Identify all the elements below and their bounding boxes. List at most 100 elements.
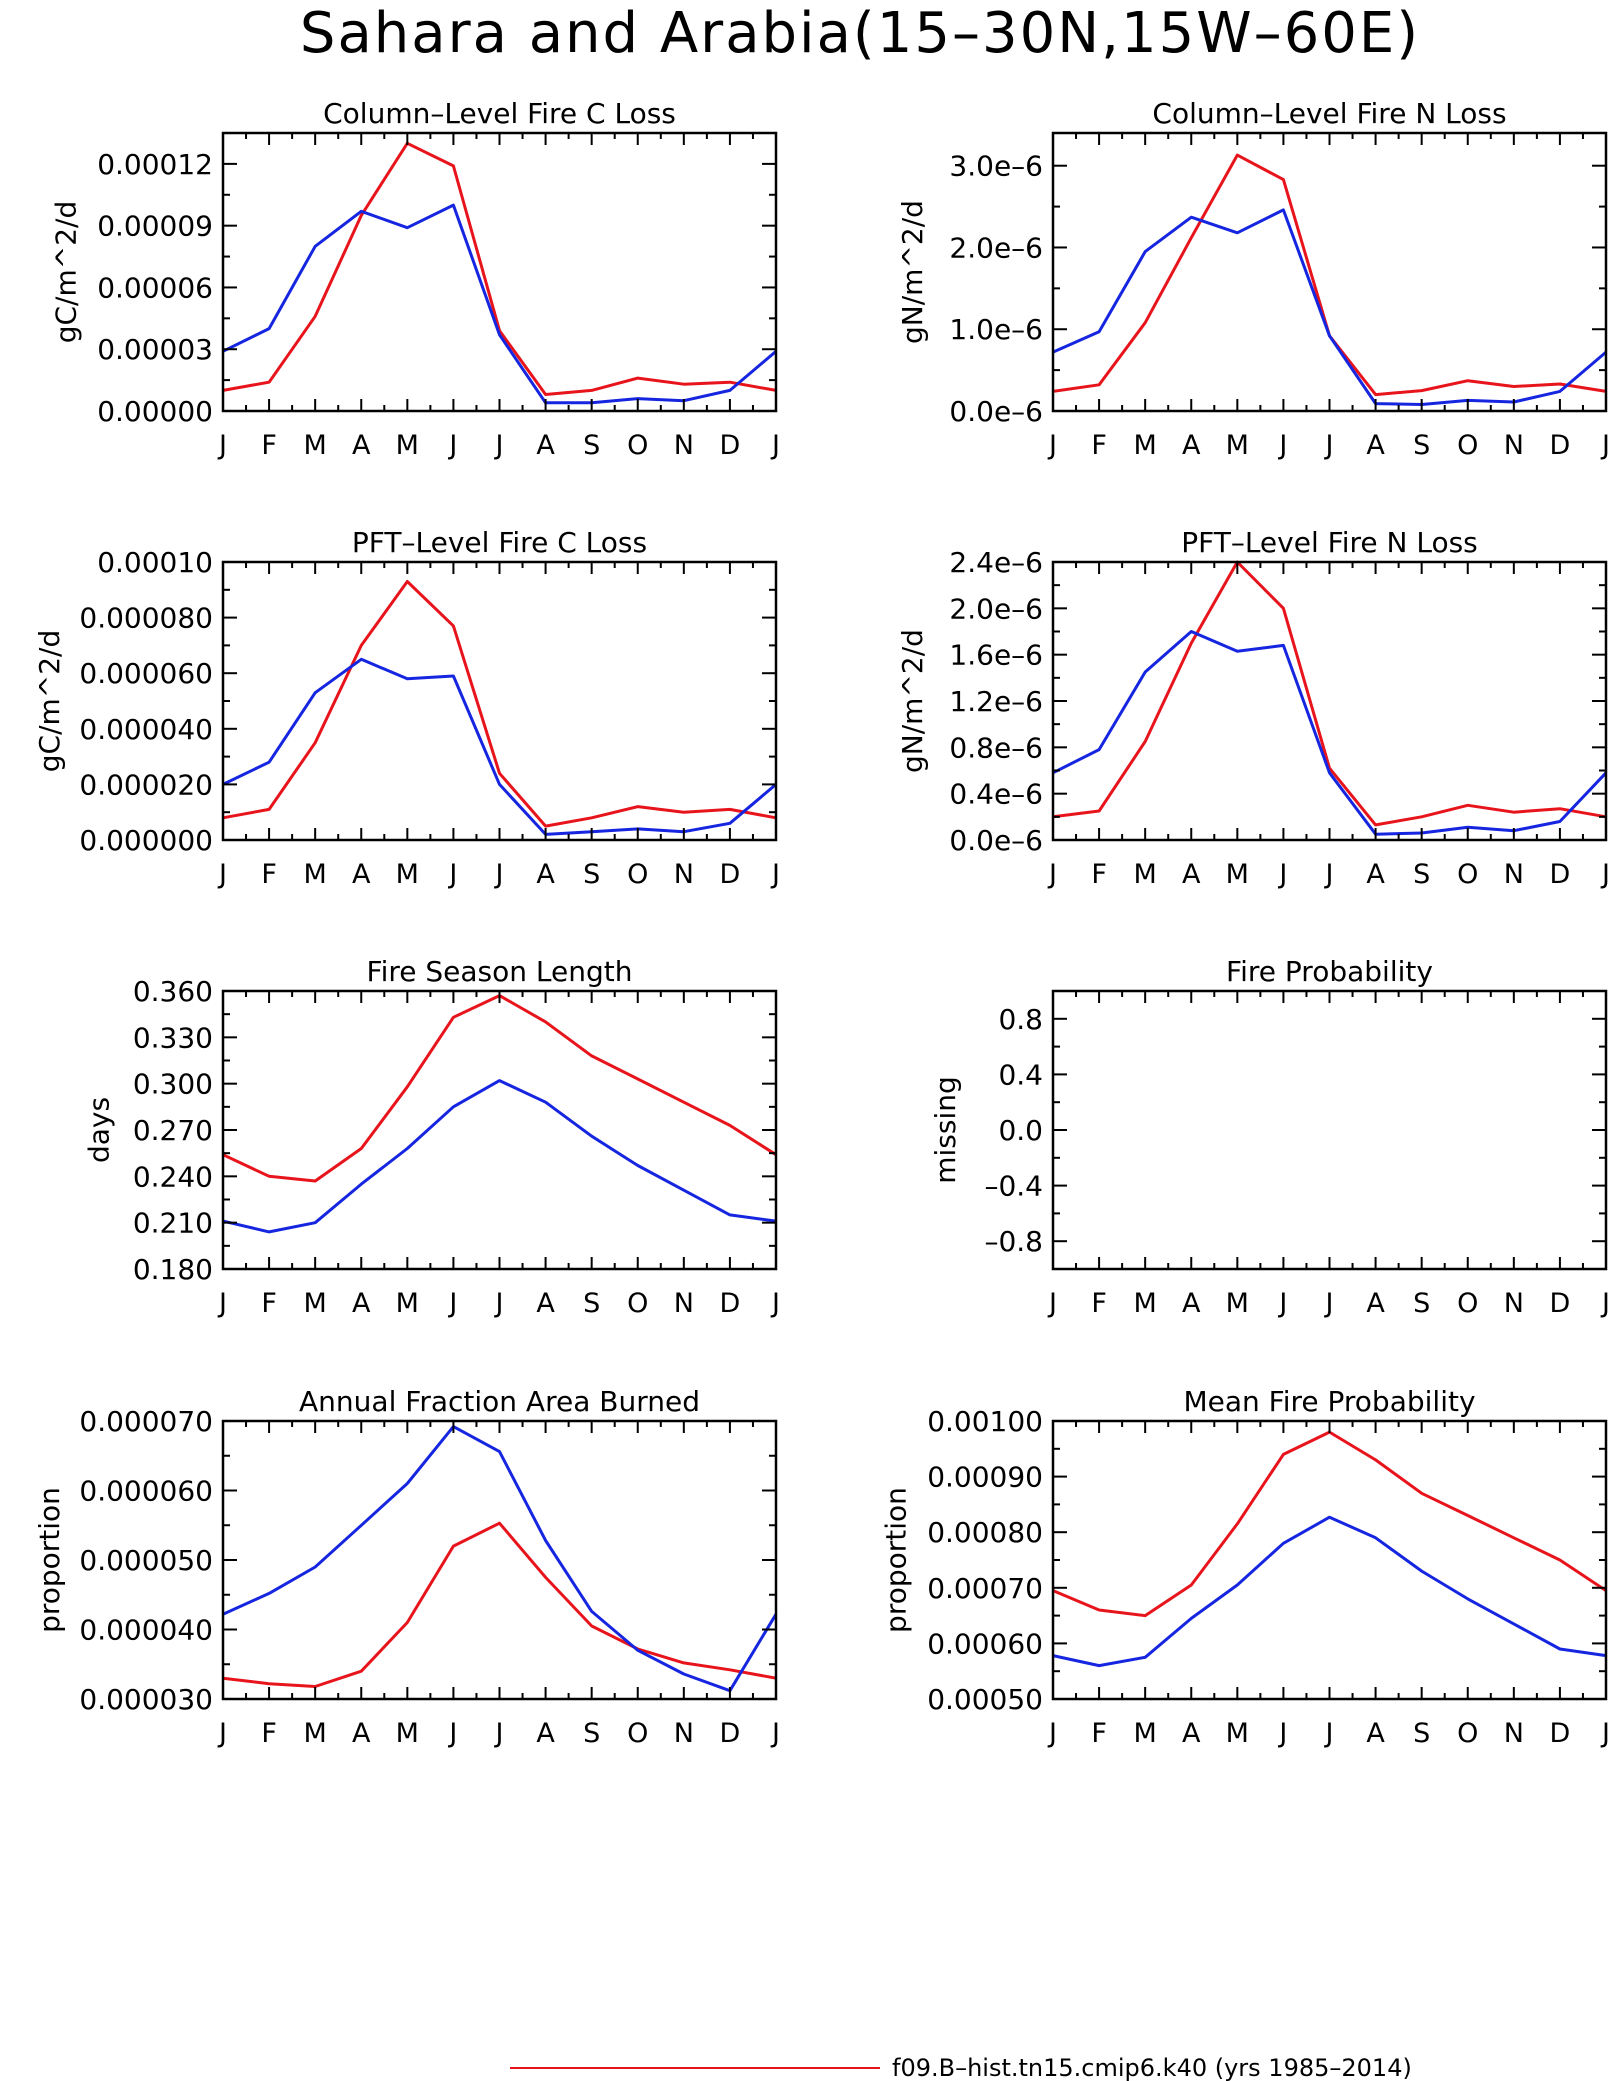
x-tick-label: S: [583, 1288, 600, 1319]
x-tick-label: F: [261, 430, 277, 461]
series-line-2: [1052, 630, 1608, 836]
x-tick-label: J: [1047, 1288, 1057, 1319]
x-tick-label: J: [1277, 1288, 1287, 1319]
y-tick-label: –0.8: [984, 1225, 1043, 1258]
x-tick-label: D: [1550, 1288, 1571, 1319]
y-tick-label: 3.0e–6: [949, 150, 1043, 183]
y-tick-label: 0.270: [133, 1114, 213, 1147]
x-tick-label: J: [1600, 1718, 1610, 1749]
y-tick-label: 0.000070: [79, 1405, 213, 1438]
x-tick-label: O: [1457, 430, 1478, 461]
legend: f09.B–hist.tn15.cmip6.k40 (yrs 1985–2014…: [510, 2054, 1412, 2081]
x-tick-label: D: [720, 1718, 741, 1749]
x-tick-label: F: [261, 859, 277, 890]
y-tick-label: 0.000020: [79, 768, 213, 801]
y-tick-label: 0.000060: [79, 657, 213, 690]
x-tick-label: A: [536, 1288, 555, 1319]
x-tick-label: A: [352, 430, 371, 461]
x-tick-label: S: [1413, 430, 1430, 461]
series-line-1: [1052, 153, 1607, 397]
panel-title: PFT–Level Fire N Loss: [1181, 526, 1478, 559]
x-tick-label: J: [1047, 1718, 1057, 1749]
x-tick-label: M: [304, 430, 327, 461]
series-line-1: [222, 580, 777, 828]
figure-title: Sahara and Arabia(15–30N,15W–60E): [300, 1, 1420, 66]
x-tick-label: J: [1600, 1288, 1610, 1319]
x-tick-label: A: [536, 1718, 555, 1749]
series-line-2: [222, 1079, 777, 1234]
panel-1: J F M A M J J A S O N D J0.000000.000030.000060.0000…: [50, 97, 780, 461]
x-tick-label: D: [720, 1288, 741, 1319]
x-tick-label: A: [1182, 859, 1201, 890]
x-tick-label: A: [1366, 1288, 1385, 1319]
x-tick-label: J: [1277, 859, 1287, 890]
y-tick-label: 0.00100: [927, 1405, 1043, 1438]
x-tick-label: A: [352, 1718, 371, 1749]
x-tick-label: M: [396, 859, 419, 890]
x-tick-label: J: [217, 1718, 227, 1749]
plot-frame: [221, 131, 778, 413]
y-axis-label: proportion: [880, 1487, 913, 1633]
x-tick-label: A: [1366, 430, 1385, 461]
y-tick-label: 0.00050: [927, 1683, 1043, 1716]
x-tick-label: J: [770, 430, 780, 461]
panel-title: Column–Level Fire C Loss: [323, 97, 676, 130]
y-axis-label: proportion: [33, 1487, 66, 1633]
y-tick-label: 0.000060: [79, 1475, 213, 1508]
x-tick-label: O: [627, 430, 648, 461]
x-tick-label: N: [1504, 1718, 1524, 1749]
x-tick-label: M: [396, 1718, 419, 1749]
y-tick-label: 0.00070: [927, 1572, 1043, 1605]
x-tick-label: F: [1091, 1288, 1107, 1319]
x-tick-label: J: [1600, 859, 1610, 890]
x-tick-label: A: [352, 859, 371, 890]
x-tick-label: O: [1457, 859, 1478, 890]
y-tick-label: 0.00003: [97, 333, 213, 366]
x-tick-label: M: [396, 1288, 419, 1319]
series-line-2: [222, 657, 777, 836]
x-tick-label: J: [1324, 1718, 1334, 1749]
y-tick-label: 0.000000: [79, 824, 213, 857]
y-tick-label: 0.00060: [927, 1627, 1043, 1660]
plot-frame: [1051, 1419, 1608, 1701]
y-axis-label: gN/m^2/d: [896, 200, 929, 344]
y-tick-label: 0.0e–6: [949, 395, 1043, 428]
panel-title: Mean Fire Probability: [1183, 1385, 1475, 1418]
x-tick-label: A: [536, 430, 555, 461]
x-tick-label: A: [1182, 1718, 1201, 1749]
series-line-1: [222, 994, 777, 1183]
x-tick-label: O: [627, 1288, 648, 1319]
x-tick-label: J: [1047, 859, 1057, 890]
y-tick-label: 0.000050: [79, 1544, 213, 1577]
y-tick-label: 0.00010: [97, 546, 213, 579]
x-tick-label: A: [1366, 1718, 1385, 1749]
x-tick-label: D: [1550, 430, 1571, 461]
x-tick-label: D: [1550, 1718, 1571, 1749]
x-tick-label: N: [674, 430, 694, 461]
x-tick-label: J: [770, 859, 780, 890]
x-tick-label: J: [1324, 859, 1334, 890]
x-tick-label: S: [583, 430, 600, 461]
x-tick-label: S: [583, 859, 600, 890]
y-axis-label: missing: [929, 1076, 962, 1184]
y-tick-label: 1.0e–6: [949, 313, 1043, 346]
y-tick-label: 0.000030: [79, 1683, 213, 1716]
y-axis-label: gN/m^2/d: [896, 629, 929, 773]
y-tick-label: 0.00090: [927, 1461, 1043, 1494]
x-tick-label: J: [447, 859, 457, 890]
y-tick-label: 0.300: [133, 1068, 213, 1101]
legend-label: f09.B–hist.tn15.cmip6.k40 (yrs 1985–2014…: [892, 2054, 1412, 2081]
x-tick-label: S: [1413, 859, 1430, 890]
x-tick-label: N: [674, 1288, 694, 1319]
y-tick-label: 0.4: [998, 1058, 1043, 1091]
x-tick-label: J: [494, 1288, 504, 1319]
panel-3: J F M A M J J A S O N D J0.0000000.0000200.0000400.0…: [33, 526, 780, 890]
x-tick-label: J: [1047, 430, 1057, 461]
series-line-2: [1052, 208, 1607, 406]
panel-7: J F M A M J J A S O N D J0.0000300.0000400.0000500.0…: [33, 1385, 780, 1749]
y-tick-label: 0.00080: [927, 1516, 1043, 1549]
panel-8: J F M A M J J A S O N D J0.000500.000600.000700.0008…: [880, 1385, 1610, 1749]
x-tick-label: A: [1366, 859, 1385, 890]
y-tick-label: 0.0: [998, 1114, 1043, 1147]
